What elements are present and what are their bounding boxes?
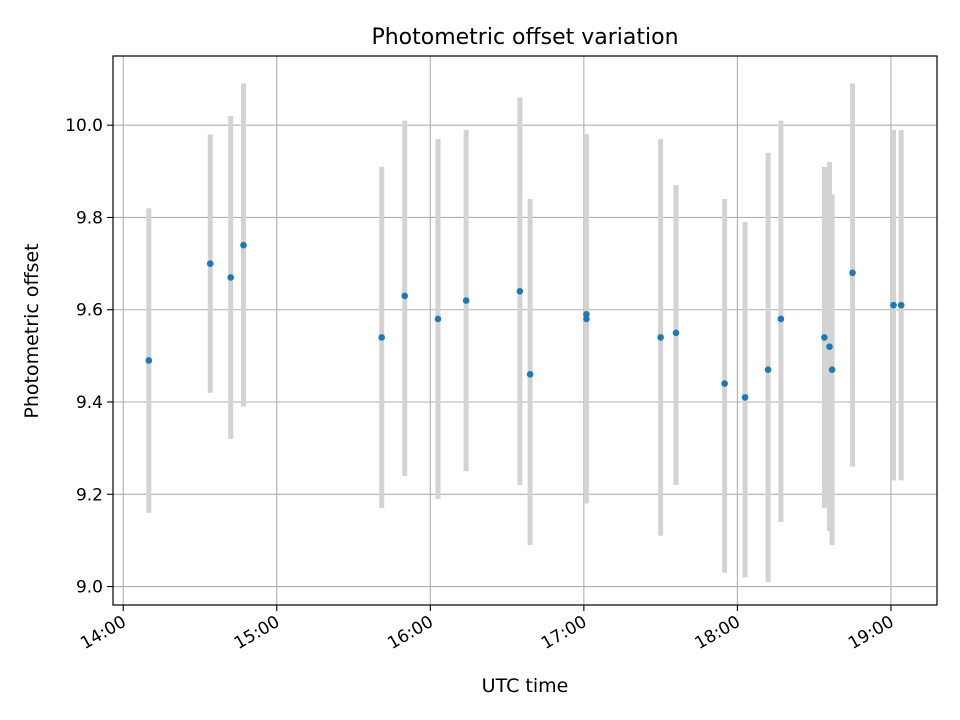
y-tick-label: 9.6 xyxy=(76,301,103,321)
chart-title: Photometric offset variation xyxy=(371,25,678,50)
data-point xyxy=(657,334,664,341)
grid xyxy=(113,56,937,605)
data-point xyxy=(583,315,590,323)
data-point xyxy=(145,357,153,364)
x-axis-label: UTC time xyxy=(482,675,569,697)
data-point xyxy=(240,241,247,249)
axis-ticks xyxy=(107,124,892,611)
data-point xyxy=(672,329,680,337)
y-tick-label: 9.4 xyxy=(76,393,103,413)
data-point xyxy=(462,297,470,304)
data-point xyxy=(777,315,785,323)
data-point xyxy=(849,269,856,277)
plot-frame xyxy=(112,55,938,606)
y-tick-label: 9.8 xyxy=(76,208,103,228)
data-point xyxy=(434,315,442,323)
data-point xyxy=(526,371,534,378)
data-point xyxy=(401,292,409,300)
data-point xyxy=(828,366,836,374)
data-point xyxy=(516,287,524,295)
y-axis-label: Photometric offset xyxy=(21,243,43,418)
data-point xyxy=(764,366,772,374)
data-point xyxy=(378,334,385,341)
data-point xyxy=(741,394,749,401)
y-tick-label: 10.0 xyxy=(65,116,103,136)
data-point xyxy=(890,301,897,309)
data-point xyxy=(206,260,214,267)
data-point xyxy=(227,274,235,281)
data-point xyxy=(821,334,828,341)
y-tick-label: 9.2 xyxy=(76,485,103,505)
data-points xyxy=(145,241,905,401)
data-point xyxy=(826,343,833,350)
data-point xyxy=(897,301,905,309)
y-tick-label: 9.0 xyxy=(76,578,103,598)
data-point xyxy=(583,311,590,318)
data-point xyxy=(721,380,728,387)
